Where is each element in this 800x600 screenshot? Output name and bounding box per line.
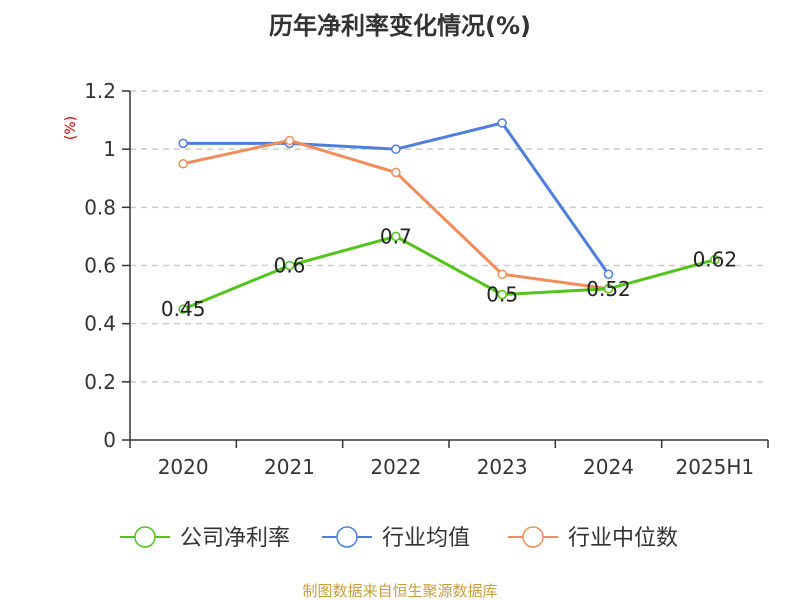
- legend-marker: [134, 526, 156, 548]
- data-point[interactable]: [391, 144, 401, 154]
- source-note: 制图数据来自恒生聚源数据库: [302, 582, 497, 600]
- y-tick-label: 1: [103, 137, 116, 161]
- legend-label: 行业中位数: [568, 526, 678, 551]
- legend-marker: [522, 526, 544, 548]
- y-tick-label: 0.8: [84, 195, 116, 219]
- data-point[interactable]: [603, 284, 614, 294]
- data-label: 0.45: [161, 297, 206, 321]
- legend-item[interactable]: 行业中位数: [508, 526, 678, 551]
- x-tick-label: 2025H1: [675, 455, 754, 479]
- data-point[interactable]: [391, 231, 401, 242]
- data-point[interactable]: [497, 289, 507, 300]
- data-label: 0.6: [274, 254, 306, 278]
- y-tick-label: 1.2: [84, 79, 116, 103]
- legend-label: 行业均值: [382, 526, 470, 551]
- legend[interactable]: 公司净利率 行业均值 行业中位数: [120, 526, 678, 551]
- legend-item[interactable]: 公司净利率: [120, 526, 290, 551]
- series-2: [178, 135, 614, 294]
- x-tick-label: 2021: [264, 455, 315, 479]
- legend-item[interactable]: 行业均值: [322, 526, 470, 551]
- gridlines: [130, 90, 768, 383]
- data-point[interactable]: [497, 269, 507, 279]
- data-point[interactable]: [391, 167, 401, 178]
- data-point[interactable]: [178, 158, 188, 169]
- y-tick-label: 0.6: [84, 254, 116, 278]
- data-point[interactable]: [710, 254, 720, 265]
- data-point[interactable]: [497, 118, 507, 128]
- data-point[interactable]: [284, 135, 295, 146]
- x-tick-label: 2022: [370, 455, 421, 479]
- series-0: [178, 231, 720, 314]
- series-line: [182, 138, 609, 291]
- y-axis-unit-label: (%): [63, 116, 79, 140]
- x-axis-ticks: 2020 2021 2022 2023 2024 2025H1: [129, 440, 769, 479]
- series-line: [182, 234, 716, 311]
- data-label: 0.52: [586, 277, 631, 301]
- y-tick-label: 0.4: [84, 312, 116, 336]
- x-tick-label: 2023: [477, 455, 528, 479]
- x-tick-label: 2020: [158, 455, 209, 479]
- legend-marker: [336, 526, 358, 548]
- data-point[interactable]: [284, 260, 295, 271]
- data-point[interactable]: [603, 269, 614, 279]
- data-labels: 0.45 0.6 0.7 0.5 0.52 0.62: [161, 224, 737, 321]
- series-1: [178, 118, 614, 279]
- y-tick-label: 0: [103, 428, 116, 452]
- legend-label: 公司净利率: [180, 526, 290, 551]
- x-tick-label: 2024: [583, 455, 634, 479]
- data-point[interactable]: [178, 138, 188, 149]
- y-tick-label: 0.2: [84, 370, 116, 394]
- data-label: 0.5: [486, 283, 518, 307]
- series-lines: [178, 118, 720, 314]
- chart-title: 历年净利率变化情况(%): [269, 12, 531, 40]
- data-point[interactable]: [178, 304, 188, 314]
- data-label: 0.62: [693, 248, 738, 272]
- y-axis-ticks: 0 0.2 0.4 0.6 0.8 1 1.2: [84, 79, 130, 452]
- data-label: 0.7: [380, 224, 412, 248]
